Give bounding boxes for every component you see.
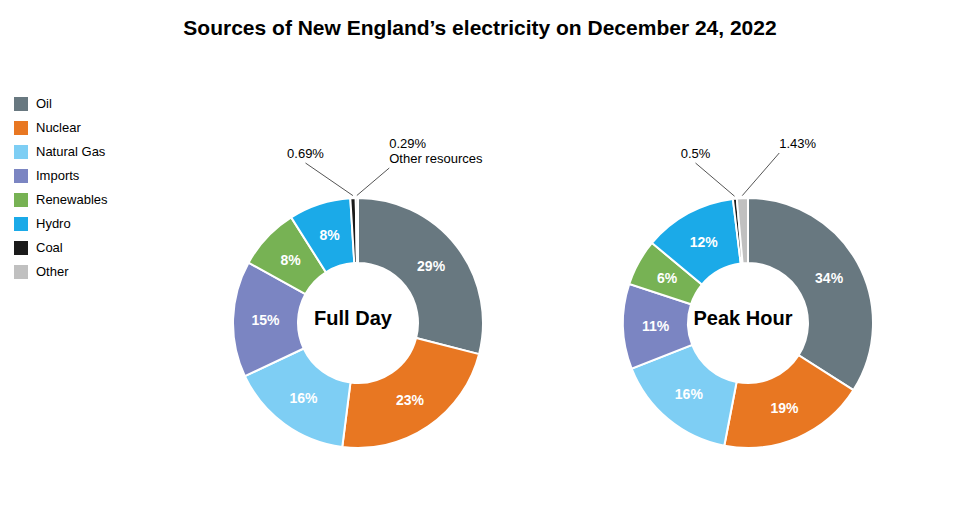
svg-text:0.29%Other resources: 0.29%Other resources [389,136,483,166]
html-text:Imports: Imports [36,168,80,183]
svg-text:8%: 8% [281,252,302,268]
svg-text:8%: 8% [319,227,340,243]
html-text:Coal: Coal [36,240,63,255]
html-text:Nuclear: Nuclear [36,120,81,135]
html-text:Full Day: Full Day [314,307,392,329]
html-text:Natural Gas: Natural Gas [36,144,106,159]
html-text:Peak Hour: Peak Hour [693,307,793,329]
html-text:Hydro: Hydro [36,216,71,231]
html-text:Sources of New England’s elect: Sources of New England’s electricity on … [183,16,777,39]
svg-text:16%: 16% [675,386,704,402]
svg-text:29%: 29% [417,258,446,274]
svg-text:12%: 12% [690,234,719,250]
svg-text:23%: 23% [396,392,425,408]
svg-text:15%: 15% [252,312,281,328]
svg-text:1.43%: 1.43% [779,136,816,151]
svg-text:0.69%: 0.69% [287,146,324,161]
svg-text:34%: 34% [815,270,844,286]
html-text:Oil: Oil [36,96,52,111]
html-text:Other: Other [36,264,69,279]
svg-text:16%: 16% [290,390,319,406]
svg-text:6%: 6% [657,270,678,286]
html-text:Renewables: Renewables [36,192,108,207]
svg-text:11%: 11% [642,318,670,334]
svg-text:0.5%: 0.5% [681,146,711,161]
svg-text:19%: 19% [771,400,800,416]
